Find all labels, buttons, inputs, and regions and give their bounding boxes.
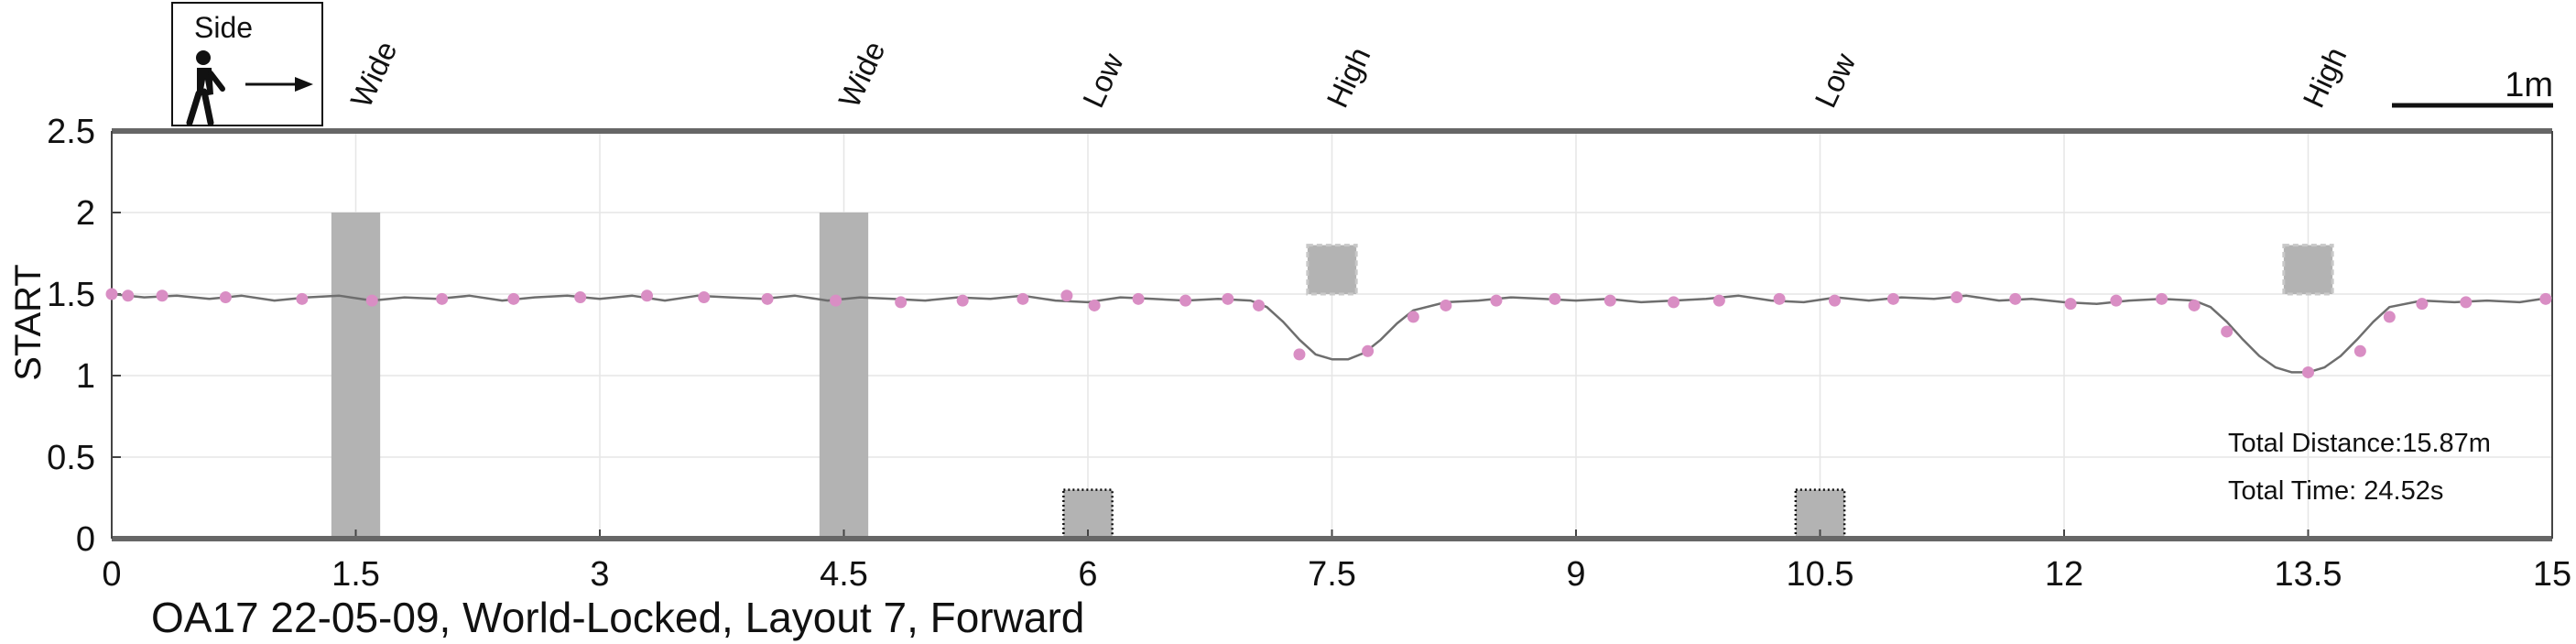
y-tick-label: 1.5 <box>47 276 95 314</box>
y-tick-label: 1 <box>76 357 95 396</box>
chart-caption: OA17 22-05-09, World-Locked, Layout 7, F… <box>151 594 1084 641</box>
step-marker <box>507 292 520 305</box>
x-tick-label: 3 <box>590 555 609 594</box>
step-marker <box>761 292 774 305</box>
step-marker <box>1828 294 1841 307</box>
step-marker <box>436 292 449 305</box>
direction-arrow-icon <box>245 77 313 92</box>
step-marker <box>2416 298 2429 311</box>
step-marker <box>219 291 232 304</box>
step-marker <box>830 294 842 307</box>
step-marker <box>2383 311 2396 323</box>
step-marker <box>1668 296 1680 309</box>
step-marker <box>1362 344 1375 357</box>
step-marker <box>1440 299 1452 311</box>
walking-person-icon <box>186 50 225 126</box>
y-tick-label: 2.5 <box>47 113 95 151</box>
obstacle-label: Wide <box>343 36 403 113</box>
step-marker <box>698 291 711 304</box>
step-marker <box>2009 292 2022 305</box>
x-tick-label: 15 <box>2533 555 2571 594</box>
step-marker <box>1132 292 1145 305</box>
x-tick-labels: 0 1.5 3 4.5 6 7.5 9 10.5 12 13.5 15 <box>102 555 2571 594</box>
x-tick-label: 13.5 <box>2275 555 2342 594</box>
step-marker <box>895 296 908 309</box>
obstacle-wide <box>819 213 869 539</box>
step-marker <box>2353 344 2366 357</box>
obstacle-wide <box>331 213 381 539</box>
x-tick-label: 9 <box>1566 555 1585 594</box>
markers <box>105 288 2552 378</box>
obstacle-label: High <box>1320 42 1376 113</box>
obstacle-label: Wide <box>831 36 891 113</box>
y-tick-label: 0.5 <box>47 439 95 477</box>
step-marker <box>1886 292 1899 305</box>
total-time-annotation: Total Time: 24.52s <box>2228 476 2443 506</box>
step-marker <box>2156 292 2168 305</box>
step-marker <box>296 292 309 305</box>
step-marker <box>1407 311 1419 323</box>
total-distance-annotation: Total Distance:15.87m <box>2228 429 2491 458</box>
step-marker <box>956 294 969 307</box>
obstacle-label: Low <box>1808 48 1862 113</box>
y-tick-label: 0 <box>76 520 95 559</box>
step-marker <box>2110 294 2123 307</box>
y-tick-labels: 0 0.5 1 1.5 2 2.5 <box>47 113 95 559</box>
step-marker <box>1253 299 1266 311</box>
step-marker <box>2221 325 2234 338</box>
x-tick-label: 1.5 <box>332 555 380 594</box>
step-marker <box>1549 292 1561 305</box>
legend: Side <box>171 2 323 126</box>
step-marker <box>2302 366 2314 378</box>
y-axis-label: START <box>8 264 49 380</box>
step-marker <box>2460 296 2473 309</box>
obstacle-labels: Wide Wide Low High Low High <box>343 36 2353 113</box>
step-marker <box>2188 299 2201 311</box>
step-marker <box>1951 291 1963 304</box>
grid <box>111 130 2553 540</box>
x-tick-label: 10.5 <box>1787 555 1854 594</box>
obstacle-high <box>1306 244 1358 296</box>
step-marker <box>574 291 587 304</box>
x-tick-label: 4.5 <box>820 555 868 594</box>
step-marker <box>1088 299 1101 311</box>
x-tick-label: 6 <box>1078 555 1097 594</box>
obstacles <box>331 213 2334 540</box>
step-marker <box>1773 292 1786 305</box>
step-marker <box>365 294 378 307</box>
step-marker <box>1016 292 1029 305</box>
obstacle-label: High <box>2296 42 2353 113</box>
obstacle-label: Low <box>1076 48 1130 113</box>
step-marker <box>1490 294 1503 307</box>
step-marker <box>1222 292 1234 305</box>
step-marker <box>1293 348 1306 361</box>
step-marker <box>1179 294 1192 307</box>
step-marker <box>1712 294 1725 307</box>
step-marker <box>2539 292 2552 305</box>
scale-bar: 1m <box>2392 66 2553 108</box>
step-marker <box>2064 298 2077 311</box>
step-marker <box>1603 294 1616 307</box>
step-marker <box>122 289 135 302</box>
step-marker <box>641 289 654 302</box>
scale-bar-label: 1m <box>2505 66 2553 104</box>
y-tick-label: 2 <box>76 194 95 233</box>
step-marker <box>156 289 168 302</box>
x-tick-label: 0 <box>102 555 121 594</box>
axes <box>111 128 2553 541</box>
step-marker <box>105 288 118 300</box>
x-tick-label: 12 <box>2045 555 2083 594</box>
step-marker <box>1060 289 1073 302</box>
obstacle-high <box>2282 244 2334 296</box>
legend-label: Side <box>194 11 253 44</box>
x-tick-label: 7.5 <box>1308 555 1356 594</box>
